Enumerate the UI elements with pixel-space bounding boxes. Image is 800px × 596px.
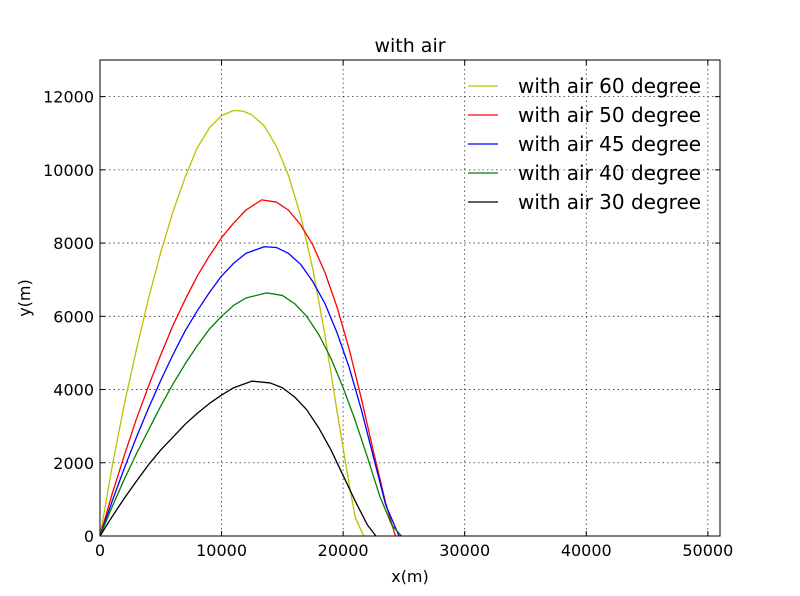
- legend-label: with air 45 degree: [518, 132, 701, 156]
- y-tick-label: 12000: [43, 88, 94, 107]
- axis-ticks: 0 10000 20000 30000 40000 50000 0 2000 4000 6000 8…: [43, 60, 733, 560]
- legend-label: with air 30 degree: [518, 190, 701, 214]
- y-tick-label: 10000: [43, 161, 94, 180]
- series-line-1: [100, 199, 397, 536]
- y-axis-label: y(m): [15, 279, 34, 317]
- legend-label: with air 60 degree: [518, 74, 701, 98]
- x-tick-label: 30000: [439, 541, 490, 560]
- y-tick-label: 8000: [53, 234, 94, 253]
- series-line-0: [100, 109, 365, 536]
- series-line-3: [100, 292, 402, 536]
- series-line-4: [100, 380, 377, 536]
- x-tick-label: 10000: [196, 541, 247, 560]
- y-tick-label: 2000: [53, 454, 94, 473]
- x-tick-label: 40000: [561, 541, 612, 560]
- legend-label: with air 40 degree: [518, 161, 701, 185]
- y-tick-label: 4000: [53, 381, 94, 400]
- grid: [100, 60, 720, 536]
- legend-label: with air 50 degree: [518, 103, 701, 127]
- y-tick-label: 0: [84, 527, 94, 546]
- x-tick-label: 0: [95, 541, 105, 560]
- chart-title: with air: [374, 35, 445, 57]
- series-lines: [100, 109, 402, 536]
- x-axis-label: x(m): [391, 567, 429, 586]
- y-tick-label: 6000: [53, 307, 94, 326]
- plot-frame: [99, 59, 721, 537]
- legend: with air 60 degree with air 50 degree with…: [468, 74, 701, 214]
- x-tick-label: 50000: [682, 541, 733, 560]
- series-line-2: [100, 246, 400, 536]
- x-tick-label: 20000: [318, 541, 369, 560]
